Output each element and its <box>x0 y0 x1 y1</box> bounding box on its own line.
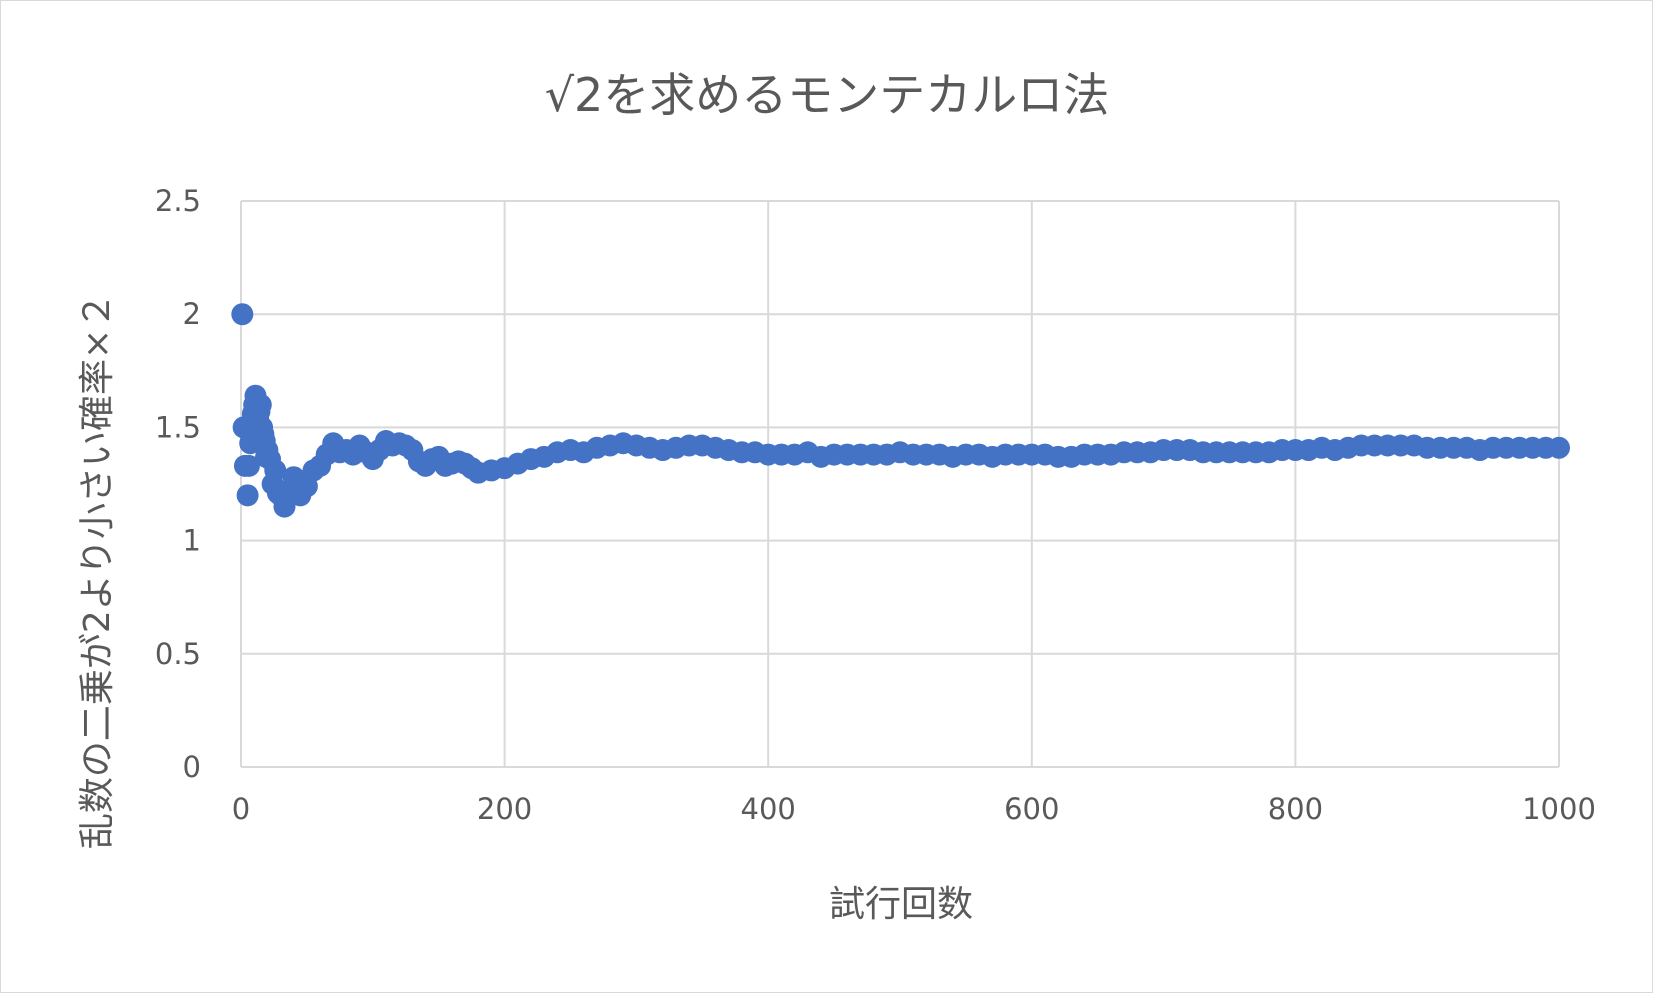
y-tick-label: 2.5 <box>155 184 201 218</box>
x-tick-label: 0 <box>232 792 250 826</box>
data-point <box>231 303 254 326</box>
data-point <box>249 393 272 416</box>
y-axis-label: 乱数の二乗が2より小さい確率×２ <box>77 293 118 849</box>
data-point <box>1548 436 1570 459</box>
y-tick-label: 2 <box>183 297 201 331</box>
y-tick-label: 0 <box>183 750 201 784</box>
y-tick-label: 1.5 <box>155 410 201 444</box>
x-axis-label: 試行回数 <box>829 884 973 925</box>
grid-layer <box>240 200 1560 768</box>
chart-title: √2を求めるモンテカルロ法 <box>545 68 1110 122</box>
data-point <box>237 454 260 477</box>
y-tick-label: 1 <box>183 524 201 558</box>
x-tick-label: 600 <box>1004 792 1059 826</box>
x-tick-label: 400 <box>741 792 796 826</box>
data-points-layer <box>231 303 1570 518</box>
data-point <box>264 459 287 482</box>
x-tick-label: 1000 <box>1522 792 1596 826</box>
tick-label-layer: 0 200 400 600 800 1000 0 0.5 1 1.5 2 2.5 <box>155 184 1596 826</box>
x-tick-label: 200 <box>477 792 532 826</box>
x-tick-label: 800 <box>1268 792 1323 826</box>
y-tick-label: 0.5 <box>155 637 201 671</box>
data-point <box>236 484 259 507</box>
